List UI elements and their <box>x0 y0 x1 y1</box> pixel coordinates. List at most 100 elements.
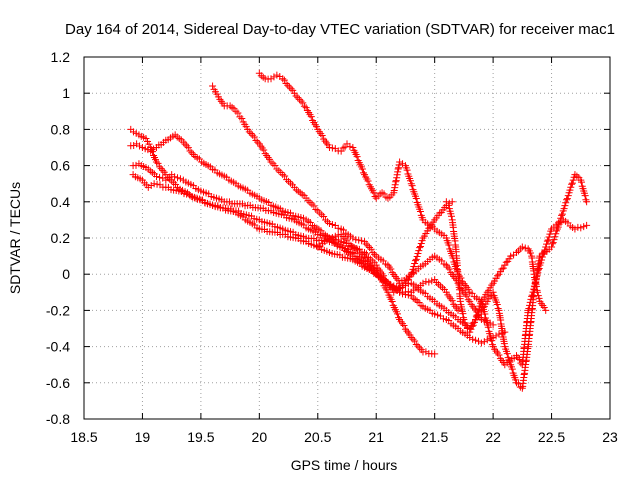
chart-title: Day 164 of 2014, Sidereal Day-to-day VTE… <box>65 21 615 38</box>
data-point <box>130 141 138 149</box>
data-point <box>472 312 480 320</box>
x-tick-label: 22 <box>485 429 501 445</box>
data-point <box>477 315 485 323</box>
data-point <box>234 109 242 117</box>
data-point <box>183 142 191 150</box>
grid <box>84 57 610 419</box>
data-point <box>328 233 336 241</box>
data-point <box>145 140 153 148</box>
data-point <box>535 294 543 302</box>
data-point <box>556 217 564 225</box>
data-point <box>502 258 510 266</box>
data-point <box>416 242 424 250</box>
data-point <box>479 303 487 311</box>
data-point <box>325 220 333 228</box>
data-point <box>436 209 444 217</box>
data-point <box>439 315 447 323</box>
data-point <box>343 236 351 244</box>
y-tick-labels: -0.8 -0.6 -0.4 -0.2 0 0.2 0.4 0.6 0.8 1 1.2 <box>46 49 70 427</box>
data-point <box>387 265 395 273</box>
data-point <box>530 270 538 278</box>
x-tick-labels: 18.5 19 19.5 20 20.5 21 21.5 22 22.5 23 <box>70 429 618 445</box>
x-tick-label: 18.5 <box>70 429 97 445</box>
data-point <box>399 290 407 298</box>
y-tick-label: 0.4 <box>51 194 71 210</box>
data-point <box>521 244 529 252</box>
data-point <box>310 202 318 210</box>
data-point <box>396 285 404 293</box>
data-point <box>406 177 414 185</box>
data-point <box>463 292 471 300</box>
data-point <box>447 212 455 220</box>
data-point <box>400 322 408 330</box>
data-point <box>560 205 568 213</box>
data-point <box>150 180 158 188</box>
data-point <box>508 365 516 373</box>
data-point <box>428 277 436 285</box>
data-point <box>144 183 152 191</box>
data-point <box>307 113 315 121</box>
data-point <box>493 301 501 309</box>
x-tick-label: 20.5 <box>304 429 331 445</box>
data-point <box>415 247 423 255</box>
data-point <box>297 97 305 105</box>
data-point <box>568 179 576 187</box>
data-point <box>484 323 492 331</box>
data-point <box>481 310 489 318</box>
data-point <box>153 180 161 188</box>
data-point <box>174 174 182 182</box>
data-point <box>414 250 422 258</box>
data-point <box>156 163 164 171</box>
data-point <box>456 297 464 305</box>
data-point <box>411 337 419 345</box>
data-point <box>501 261 509 269</box>
data-point <box>254 138 262 146</box>
data-point <box>542 243 550 251</box>
data-point <box>295 95 303 103</box>
data-point <box>581 192 589 200</box>
data-point <box>369 265 377 273</box>
y-tick-label: -0.4 <box>46 339 70 355</box>
data-point <box>411 260 419 268</box>
data-point <box>454 306 462 314</box>
data-point <box>300 102 308 110</box>
data-point <box>361 252 369 260</box>
data-point <box>518 243 526 251</box>
data-point <box>553 225 561 233</box>
data-point <box>477 339 485 347</box>
data-point <box>399 160 407 168</box>
data-point <box>435 280 443 288</box>
data-point <box>273 165 281 173</box>
data-point <box>475 305 483 313</box>
data-point <box>181 140 189 148</box>
data-point <box>545 233 553 241</box>
data-point <box>445 241 453 249</box>
data-point <box>546 230 554 238</box>
data-point <box>403 166 411 174</box>
data-point <box>548 240 556 248</box>
data-point <box>472 336 480 344</box>
data-point <box>287 179 295 187</box>
data-point <box>431 310 439 318</box>
data-point <box>209 82 217 90</box>
data-point <box>445 265 453 273</box>
data-point <box>285 83 293 91</box>
data-point <box>459 314 467 322</box>
data-point <box>578 178 586 186</box>
data-point <box>282 80 290 88</box>
data-point <box>464 296 472 304</box>
data-point <box>334 224 342 232</box>
data-point <box>495 351 503 359</box>
x-axis-label: GPS time / hours <box>291 457 398 473</box>
data-point <box>470 318 478 326</box>
data-point <box>287 85 295 93</box>
data-point <box>401 290 409 298</box>
data-point <box>472 315 480 323</box>
data-point <box>399 283 407 291</box>
data-point <box>438 284 446 292</box>
series-track-4 <box>129 171 509 347</box>
data-point <box>152 158 160 166</box>
y-tick-label: 1.2 <box>51 49 71 65</box>
data-point <box>580 223 588 231</box>
data-point <box>552 230 560 238</box>
